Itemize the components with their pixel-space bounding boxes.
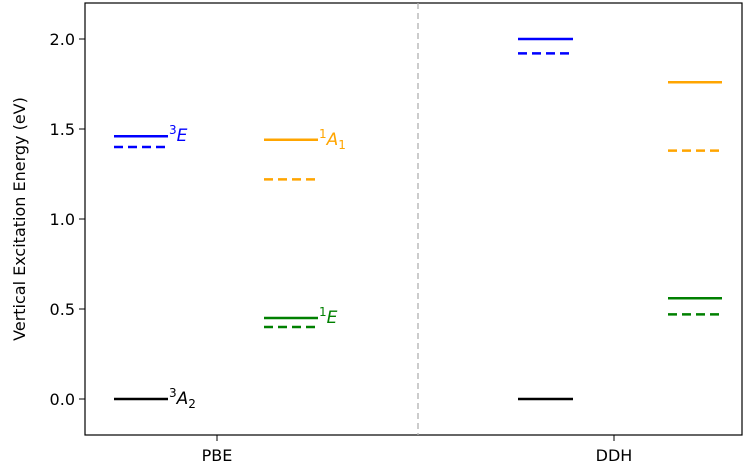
state-label-1A1: 1A1 [319,127,346,152]
state-label-symbol: A [326,130,339,150]
y-axis-label: Vertical Excitation Energy (eV) [10,97,29,341]
energy-levels [114,37,722,401]
state-label-superscript: 1 [319,127,327,141]
state-label-3E: 3E [169,123,188,146]
plot-frame [84,2,743,436]
y-tick-label: 0.5 [50,300,75,319]
y-tick-label: 1.0 [50,210,75,229]
state-label-1E: 1E [319,305,338,328]
x-tick-label-pbe: PBE [202,446,233,465]
state-label-superscript: 1 [319,305,327,319]
y-tick-label: 2.0 [50,30,75,49]
state-label-subscript: 2 [188,397,196,411]
state-label-symbol: E [327,308,338,328]
state-label-3A2: 3A2 [169,386,196,411]
x-axis: PBE DDH [202,435,633,465]
state-label-subscript: 1 [338,138,346,152]
plot-border [84,2,743,436]
state-label-symbol: E [177,126,188,146]
x-tick-label-ddh: DDH [596,446,633,465]
y-tick-label: 1.5 [50,120,75,139]
state-label-symbol: A [176,389,189,409]
state-label-superscript: 3 [169,386,177,400]
y-tick-label: 0.0 [50,390,75,409]
y-axis: 0.0 0.5 1.0 1.5 2.0 [50,30,85,409]
state-label-superscript: 3 [169,123,177,137]
